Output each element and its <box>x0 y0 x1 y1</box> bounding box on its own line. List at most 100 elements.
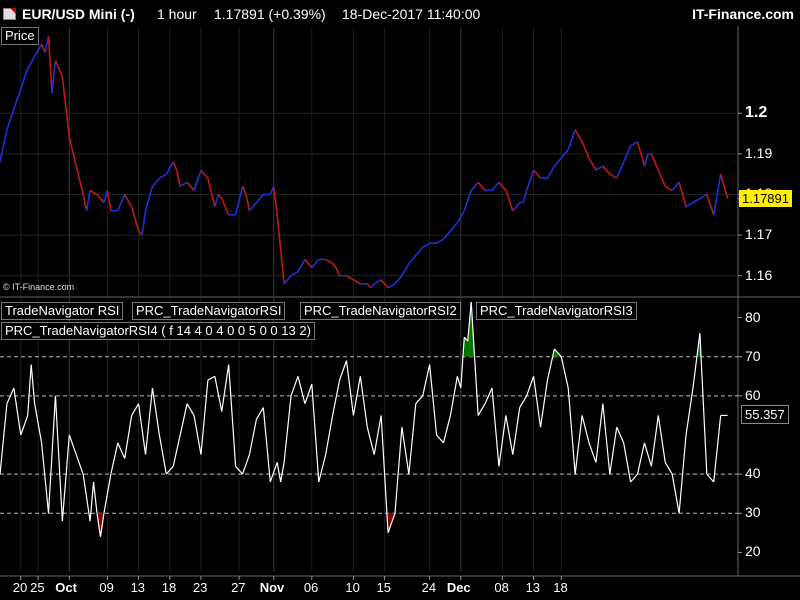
price-segment <box>505 190 514 211</box>
x-tick-label: 25 <box>30 580 45 595</box>
rsi-segment <box>92 481 98 514</box>
price-segment <box>96 193 105 204</box>
price-segment <box>151 177 160 187</box>
rsi-segment <box>512 407 521 455</box>
x-tick-label: 18 <box>553 580 568 595</box>
price-segment <box>158 173 167 179</box>
price-segment <box>498 181 507 191</box>
flag-icon <box>3 8 16 20</box>
x-tick-label: 13 <box>130 580 146 595</box>
rsi-segment <box>685 387 694 436</box>
price-segment <box>245 194 251 211</box>
rsi-segment <box>338 360 348 381</box>
legend-prc-tradenavigatorrsi[interactable]: PRC_TradeNavigatorRSI <box>132 302 286 320</box>
rsi-segment <box>290 376 299 397</box>
rsi-segment <box>636 442 646 475</box>
rsi-tick-label: 40 <box>745 465 761 482</box>
price-segment <box>470 181 479 191</box>
price-segment <box>346 275 354 281</box>
price-segment <box>436 238 444 244</box>
price-segment <box>51 60 57 94</box>
price-segment <box>85 190 91 211</box>
rsi-segment <box>96 513 102 537</box>
price-segment <box>373 279 382 285</box>
rsi-segment <box>99 513 105 537</box>
legend-tradenavigator-rsi[interactable]: TradeNavigator RSI <box>1 302 124 320</box>
price-segment <box>106 190 112 211</box>
rsi-segment <box>40 442 50 514</box>
rsi-segment <box>103 474 112 514</box>
rsi-segment <box>172 434 181 467</box>
rsi-segment <box>75 454 84 475</box>
rsi-segment <box>144 387 154 455</box>
rsi-segment <box>283 395 292 463</box>
last-price-tag: 1.17891 <box>739 189 792 207</box>
rsi-segment <box>137 403 147 455</box>
rsi-segment <box>650 415 659 467</box>
price-segment <box>581 141 590 159</box>
x-tick-label: 27 <box>231 580 246 595</box>
rsi-segment <box>262 407 271 483</box>
rsi-segment <box>588 442 597 463</box>
rsi-segment <box>623 442 632 483</box>
rsi-segment <box>255 407 264 420</box>
price-segment <box>415 246 424 256</box>
rsi-segment <box>20 415 29 436</box>
price-segment <box>200 169 209 179</box>
price-segment <box>442 230 452 240</box>
price-segment <box>463 190 472 211</box>
rsi-segment <box>325 415 334 455</box>
rsi-segment <box>713 415 722 483</box>
timeframe[interactable]: 1 hour <box>157 6 197 22</box>
rsi-segment <box>546 348 555 381</box>
rsi-segment <box>373 415 382 455</box>
price-segment <box>567 129 576 151</box>
legend-prc-tradenavigatorrsi4[interactable]: PRC_TradeNavigatorRSI4 ( f 14 4 0 4 0 0 … <box>1 322 315 340</box>
rsi-segment <box>477 403 486 416</box>
x-tick-label: 06 <box>303 580 319 595</box>
rsi-segment <box>34 403 43 443</box>
price-segment <box>217 193 223 200</box>
price-segment <box>370 283 375 289</box>
rsi-segment <box>567 387 576 475</box>
price-segment <box>255 193 264 204</box>
legend-prc-tradenavigatorrsi2[interactable]: PRC_TradeNavigatorRSI2 <box>300 302 461 320</box>
rsi-segment <box>47 395 57 514</box>
price-panel-label[interactable]: Price <box>1 27 39 45</box>
price-segment <box>609 173 618 179</box>
rsi-segment <box>82 474 91 522</box>
price-segment <box>54 60 64 78</box>
price-segment <box>276 214 285 284</box>
rsi-segment <box>553 348 562 358</box>
rsi-segment <box>394 427 403 514</box>
x-tick-label: 23 <box>192 580 208 595</box>
rsi-segment <box>13 387 22 436</box>
price-segment <box>20 68 29 90</box>
price-segment <box>643 153 649 167</box>
rsi-segment <box>657 415 666 463</box>
legend-prc-tradenavigatorrsi3[interactable]: PRC_TradeNavigatorRSI3 <box>476 302 637 320</box>
rsi-segment <box>415 395 424 405</box>
rsi-segment <box>484 387 493 404</box>
price-segment <box>290 270 299 277</box>
instrument-name[interactable]: EUR/USD Mini (-) <box>22 6 135 22</box>
price-segment <box>706 194 715 216</box>
price-segment <box>297 259 306 273</box>
timestamp: 18-Dec-2017 11:40:00 <box>342 6 481 22</box>
rsi-segment <box>460 337 465 389</box>
price-segment <box>366 283 372 289</box>
price-segment <box>186 181 195 191</box>
rsi-segment <box>304 383 313 404</box>
price-segment <box>630 141 638 147</box>
x-tick-label: 18 <box>161 580 177 595</box>
rsi-segment <box>241 454 251 475</box>
price-segment <box>179 181 188 188</box>
rsi-segment <box>61 434 70 522</box>
rsi-segment <box>359 376 368 428</box>
rsi-tick-label: 60 <box>745 386 761 403</box>
price-segment <box>13 88 22 110</box>
rsi-segment <box>352 376 361 416</box>
overbought-fill <box>464 337 468 357</box>
price-segment <box>664 185 673 192</box>
